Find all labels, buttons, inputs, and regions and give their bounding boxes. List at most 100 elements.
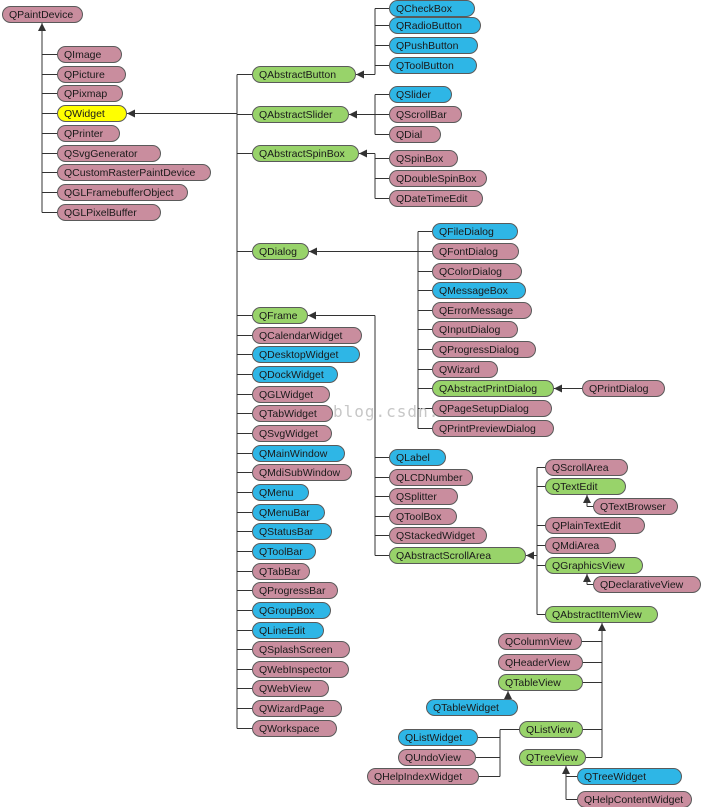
node-q-workspace: QWorkspace (252, 720, 337, 737)
node-q-error-message: QErrorMessage (432, 302, 532, 319)
node-qgl-widget: QGLWidget (252, 386, 330, 403)
node-q-check-box: QCheckBox (389, 0, 475, 17)
node-q-spin-box: QSpinBox (389, 150, 458, 167)
arrowhead-q-abstract-spin-box (359, 149, 367, 158)
node-q-abstract-item-view: QAbstractItemView (545, 606, 658, 623)
node-q-line-edit: QLineEdit (252, 622, 324, 639)
node-q-declarative-view: QDeclarativeView (593, 576, 701, 593)
node-q-radio-button: QRadioButton (389, 17, 481, 34)
node-q-tree-widget: QTreeWidget (577, 768, 682, 785)
node-q-list-widget: QListWidget (398, 729, 478, 746)
node-q-push-button: QPushButton (389, 37, 478, 54)
arrowhead-q-table-view (504, 691, 512, 699)
node-q-web-view: QWebView (252, 680, 329, 697)
node-q-scroll-bar: QScrollBar (389, 106, 462, 123)
node-qlcd-number: QLCDNumber (389, 469, 473, 486)
node-q-wizard-page: QWizardPage (252, 700, 342, 717)
node-q-page-setup-dialog: QPageSetupDialog (432, 400, 552, 417)
node-q-double-spin-box: QDoubleSpinBox (389, 170, 487, 187)
node-q-stacked-widget: QStackedWidget (389, 527, 487, 544)
node-q-mdi-area: QMdiArea (545, 537, 616, 554)
node-q-group-box: QGroupBox (252, 602, 331, 619)
node-q-file-dialog: QFileDialog (432, 223, 518, 240)
node-q-header-view: QHeaderView (498, 654, 583, 671)
node-q-text-edit: QTextEdit (545, 478, 626, 495)
node-q-main-window: QMainWindow (252, 445, 345, 462)
node-q-message-box: QMessageBox (432, 282, 526, 299)
node-q-tool-box: QToolBox (389, 508, 457, 525)
node-q-graphics-view: QGraphicsView (545, 557, 643, 574)
node-q-undo-view: QUndoView (398, 749, 476, 766)
node-q-picture: QPicture (57, 66, 126, 83)
node-q-input-dialog: QInputDialog (432, 321, 518, 338)
node-q-web-inspector: QWebInspector (252, 661, 349, 678)
node-q-wizard: QWizard (432, 361, 498, 378)
node-q-desktop-widget: QDesktopWidget (252, 346, 360, 363)
node-q-abstract-spin-box: QAbstractSpinBox (252, 145, 359, 162)
arrowhead-q-paint-device (38, 23, 46, 31)
arrowhead-q-dialog (309, 247, 317, 256)
node-q-help-index-widget: QHelpIndexWidget (367, 768, 479, 785)
node-q-printer: QPrinter (57, 125, 120, 142)
node-q-mdi-sub-window: QMdiSubWindow (252, 464, 352, 481)
node-q-help-content-widget: QHelpContentWidget (577, 791, 692, 807)
node-q-text-browser: QTextBrowser (593, 498, 678, 515)
node-q-image: QImage (57, 46, 122, 63)
node-q-tab-bar: QTabBar (252, 563, 310, 580)
node-q-splitter: QSplitter (389, 488, 458, 505)
node-q-abstract-slider: QAbstractSlider (252, 106, 349, 123)
arrowhead-q-abstract-print-dialog (554, 384, 562, 393)
node-q-widget: QWidget (57, 105, 127, 122)
node-q-column-view: QColumnView (498, 633, 582, 650)
arrowhead-q-graphics-view (583, 574, 591, 582)
arrowhead-q-frame (308, 311, 316, 320)
node-q-tab-widget: QTabWidget (252, 405, 333, 422)
node-q-menu-bar: QMenuBar (252, 504, 325, 521)
node-q-abstract-button: QAbstractButton (252, 66, 356, 83)
node-q-tool-bar: QToolBar (252, 543, 316, 560)
node-qgl-framebuffer-object: QGLFramebufferObject (57, 184, 188, 201)
node-q-abstract-print-dialog: QAbstractPrintDialog (432, 380, 554, 397)
node-q-dock-widget: QDockWidget (252, 366, 338, 383)
arrowhead-q-abstract-button (356, 70, 364, 79)
node-q-scroll-area: QScrollArea (545, 459, 628, 476)
node-q-list-view: QListView (519, 721, 583, 738)
node-q-abstract-scroll-area: QAbstractScrollArea (389, 547, 526, 564)
node-q-dialog: QDialog (252, 243, 309, 260)
node-q-progress-dialog: QProgressDialog (432, 341, 536, 358)
watermark: blog.csdn.n (333, 402, 450, 421)
node-q-font-dialog: QFontDialog (432, 243, 519, 260)
arrowhead-q-widget (127, 109, 135, 118)
node-q-menu: QMenu (252, 484, 309, 501)
node-q-progress-bar: QProgressBar (252, 582, 338, 599)
node-q-svg-generator: QSvgGenerator (57, 145, 161, 162)
arrowhead-q-abstract-item-view (598, 623, 606, 631)
node-q-tree-view: QTreeView (519, 749, 586, 766)
arrowhead-q-abstract-scroll-area (526, 551, 534, 560)
node-q-paint-device: QPaintDevice (2, 6, 83, 23)
node-q-tool-button: QToolButton (389, 57, 477, 74)
node-q-color-dialog: QColorDialog (432, 263, 522, 280)
node-qgl-pixel-buffer: QGLPixelBuffer (57, 204, 161, 221)
node-q-pixmap: QPixmap (57, 85, 123, 102)
node-q-print-preview-dialog: QPrintPreviewDialog (432, 420, 554, 437)
node-q-calendar-widget: QCalendarWidget (252, 327, 362, 344)
node-q-frame: QFrame (252, 307, 308, 324)
node-q-dial: QDial (389, 126, 441, 143)
node-q-svg-widget: QSvgWidget (252, 425, 332, 442)
node-q-print-dialog: QPrintDialog (582, 380, 665, 397)
node-q-slider: QSlider (389, 86, 452, 103)
arrowhead-q-abstract-slider (349, 110, 357, 119)
node-q-splash-screen: QSplashScreen (252, 641, 350, 658)
arrowhead-q-tree-view (562, 766, 570, 774)
node-q-status-bar: QStatusBar (252, 523, 332, 540)
node-q-table-view: QTableView (498, 674, 583, 691)
node-q-date-time-edit: QDateTimeEdit (389, 190, 483, 207)
node-q-label: QLabel (389, 449, 446, 466)
node-q-table-widget: QTableWidget (426, 699, 518, 716)
node-q-custom-raster-paint-device: QCustomRasterPaintDevice (57, 164, 211, 181)
node-q-plain-text-edit: QPlainTextEdit (545, 517, 645, 534)
arrowhead-q-text-edit (583, 495, 591, 503)
